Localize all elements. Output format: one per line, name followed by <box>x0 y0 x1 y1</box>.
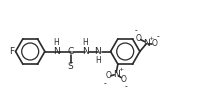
Text: -: - <box>157 32 159 41</box>
Text: C: C <box>68 47 74 56</box>
Text: -: - <box>104 79 107 88</box>
Text: N: N <box>143 39 150 48</box>
Text: O: O <box>136 33 142 43</box>
Text: -: - <box>135 26 137 35</box>
Text: -: - <box>125 82 128 91</box>
Text: O: O <box>120 75 126 84</box>
Text: H: H <box>95 56 101 65</box>
Text: F: F <box>9 47 14 56</box>
Text: H: H <box>82 38 88 47</box>
Text: +: + <box>119 67 124 72</box>
Text: +: + <box>149 36 154 41</box>
Text: S: S <box>68 62 74 71</box>
Text: N: N <box>113 70 120 79</box>
Text: N: N <box>82 47 89 56</box>
Text: H: H <box>53 38 59 47</box>
Text: O: O <box>152 39 158 48</box>
Text: N: N <box>95 47 101 56</box>
Text: N: N <box>53 47 59 56</box>
Text: O: O <box>106 71 111 80</box>
